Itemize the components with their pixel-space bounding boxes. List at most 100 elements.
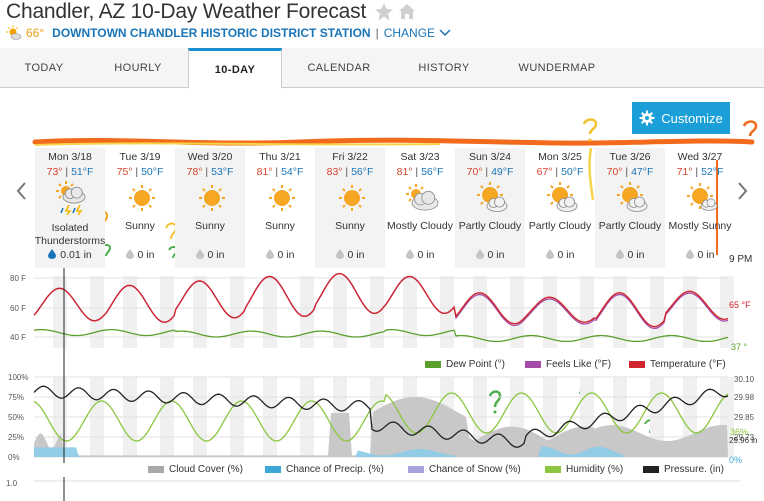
legend-temperature[interactable]: Temperature (°F) (629, 359, 726, 370)
tab-hourly[interactable]: HOURLY (114, 62, 162, 74)
precip-value: 0 in (627, 249, 645, 261)
tab-today[interactable]: TODAY (24, 62, 64, 74)
mostly-sunny-icon (687, 183, 718, 211)
change-link[interactable]: CHANGE (383, 26, 436, 40)
low-temp: 56°F (351, 166, 374, 178)
day-column[interactable]: Wed 3/20 78° | 53°F Sunny 0 in (175, 148, 245, 268)
day-column[interactable]: Wed 3/27 71° | 52°F Mostly Sunny 0 in (665, 148, 735, 268)
legend-swatch (545, 466, 561, 473)
humidity-line (33, 392, 729, 442)
night-band (543, 276, 557, 348)
precip-chance-area (34, 446, 728, 457)
bottom-tick: 1.0 (6, 479, 18, 488)
high-temp: 70° (466, 166, 483, 178)
high-temp: 70° (606, 166, 623, 178)
pressure-line (33, 385, 729, 448)
precip-value: 0 in (557, 249, 575, 261)
night-band (160, 276, 174, 348)
temp-separator: | (132, 166, 142, 178)
customize-button[interactable]: Customize (632, 102, 730, 134)
legend-label: Temperature (°F) (650, 359, 726, 370)
raindrop-icon (48, 249, 57, 259)
day-column[interactable]: Tue 3/19 75° | 50°F Sunny 0 in (105, 148, 175, 268)
tab-history[interactable]: HISTORY (418, 62, 470, 74)
sunny-icon (129, 185, 155, 211)
time-label: 9 PM (729, 254, 753, 265)
day-name: Tue 3/19 (119, 151, 161, 163)
high-temp: 83° (326, 166, 343, 178)
night-band (510, 276, 524, 348)
station-name[interactable]: DOWNTOWN CHANDLER HISTORIC DISTRICT STAT… (52, 26, 371, 40)
page-title: Chandler, AZ 10-Day Weather Forecast (6, 0, 367, 23)
star-icon[interactable] (374, 2, 394, 22)
current-dew-label: 37 ° (731, 342, 748, 352)
temp-y-tick: 60 F (10, 304, 26, 313)
legend-feels-like[interactable]: Feels Like (°F) (525, 359, 611, 370)
day-column[interactable]: Fri 3/22 83° | 56°F Sunny 0 in (315, 148, 385, 268)
station-row: 66° DOWNTOWN CHANDLER HISTORIC DISTRICT … (6, 24, 451, 42)
sunny-icon (269, 185, 295, 211)
home-icon[interactable] (398, 3, 416, 21)
legend-label: Pressure. (in) (664, 464, 725, 475)
day-column[interactable]: Thu 3/21 81° | 54°F Sunny 0 in (245, 148, 315, 268)
precip-value: 0 in (347, 249, 365, 261)
day-column[interactable]: Sat 3/23 81° | 56°F Mostly Cloudy 0 in (385, 148, 455, 268)
tab-wundermap[interactable]: WUNDERMAP (518, 62, 596, 74)
day-column[interactable]: Mon 3/18 73° | 51°F Isolated Thunderstor… (35, 148, 105, 268)
raindrop-icon (545, 249, 554, 259)
temp-separator: | (62, 166, 72, 178)
chevron-right-icon[interactable] (734, 180, 750, 202)
precip-amount: 0 in (315, 249, 385, 261)
temp-separator: | (342, 166, 352, 178)
night-band (333, 276, 347, 348)
legend-humidity[interactable]: Humidity (%) (545, 464, 623, 475)
temp-y-tick: 40 F (10, 333, 26, 342)
legend-cloud-cover[interactable]: Cloud Cover (%) (148, 464, 243, 475)
night-band (440, 276, 454, 348)
tab-10-day[interactable]: 10-DAY (188, 48, 282, 89)
current-humidity-label: 36% (730, 427, 748, 437)
temp-separator: | (622, 166, 632, 178)
precip-amount: 0 in (525, 249, 595, 261)
precip-value: 0 in (207, 249, 225, 261)
chevron-down-icon[interactable] (439, 28, 451, 38)
legend-swatch (525, 361, 541, 368)
precip-y-tick: 50% (8, 413, 24, 422)
tab-calendar[interactable]: CALENDAR (307, 62, 371, 74)
legend-chance-snow[interactable]: Chance of Snow (%) (408, 464, 521, 475)
day-column[interactable]: Tue 3/26 70° | 47°F Partly Cloudy 0 in (595, 148, 665, 268)
day-name: Mon 3/25 (538, 151, 582, 163)
raindrop-icon (195, 249, 204, 259)
legend-swatch (425, 361, 441, 368)
raindrop-icon (405, 249, 414, 259)
low-temp: 51°F (71, 166, 94, 178)
legend-swatch (408, 466, 424, 473)
customize-label: Customize (661, 110, 723, 126)
legend-pressure[interactable]: Pressure. (in) (643, 464, 724, 475)
precip-y-tick: 75% (8, 393, 24, 402)
legend-dew-point[interactable]: Dew Point (°) (425, 359, 505, 370)
tab-bar: TODAY HOURLY 10-DAY CALENDAR HISTORY WUN… (0, 48, 764, 89)
night-band (580, 276, 594, 348)
precip-y-tick: 25% (8, 433, 24, 442)
day-temps: 81° | 54°F (245, 166, 315, 178)
raindrop-icon (265, 249, 274, 259)
day-column[interactable]: Mon 3/25 67° | 50°F Partly Cloudy 0 in (525, 148, 595, 268)
annotation-question-green-3 (488, 390, 502, 408)
day-name: Thu 3/21 (259, 151, 301, 163)
legend-label: Chance of Snow (%) (429, 464, 521, 475)
day-name: Sun 3/24 (468, 151, 512, 163)
precip-value: 0 in (697, 249, 715, 261)
precip-amount: 0 in (245, 249, 315, 261)
day-column[interactable]: Sun 3/24 70° | 49°F Partly Cloudy 0 in (455, 148, 525, 268)
high-temp: 75° (116, 166, 133, 178)
chevron-left-icon[interactable] (14, 180, 30, 202)
legend-chance-precip[interactable]: Chance of Precip. (%) (265, 464, 384, 475)
day-temps: 78° | 53°F (175, 166, 245, 178)
partly-sunny-icon (6, 25, 22, 40)
raindrop-icon (125, 249, 134, 259)
condition: Sunny (125, 220, 155, 232)
temp-y-tick: 80 F (10, 274, 26, 283)
day-temps: 67° | 50°F (525, 166, 595, 178)
sunny-icon (199, 185, 225, 211)
